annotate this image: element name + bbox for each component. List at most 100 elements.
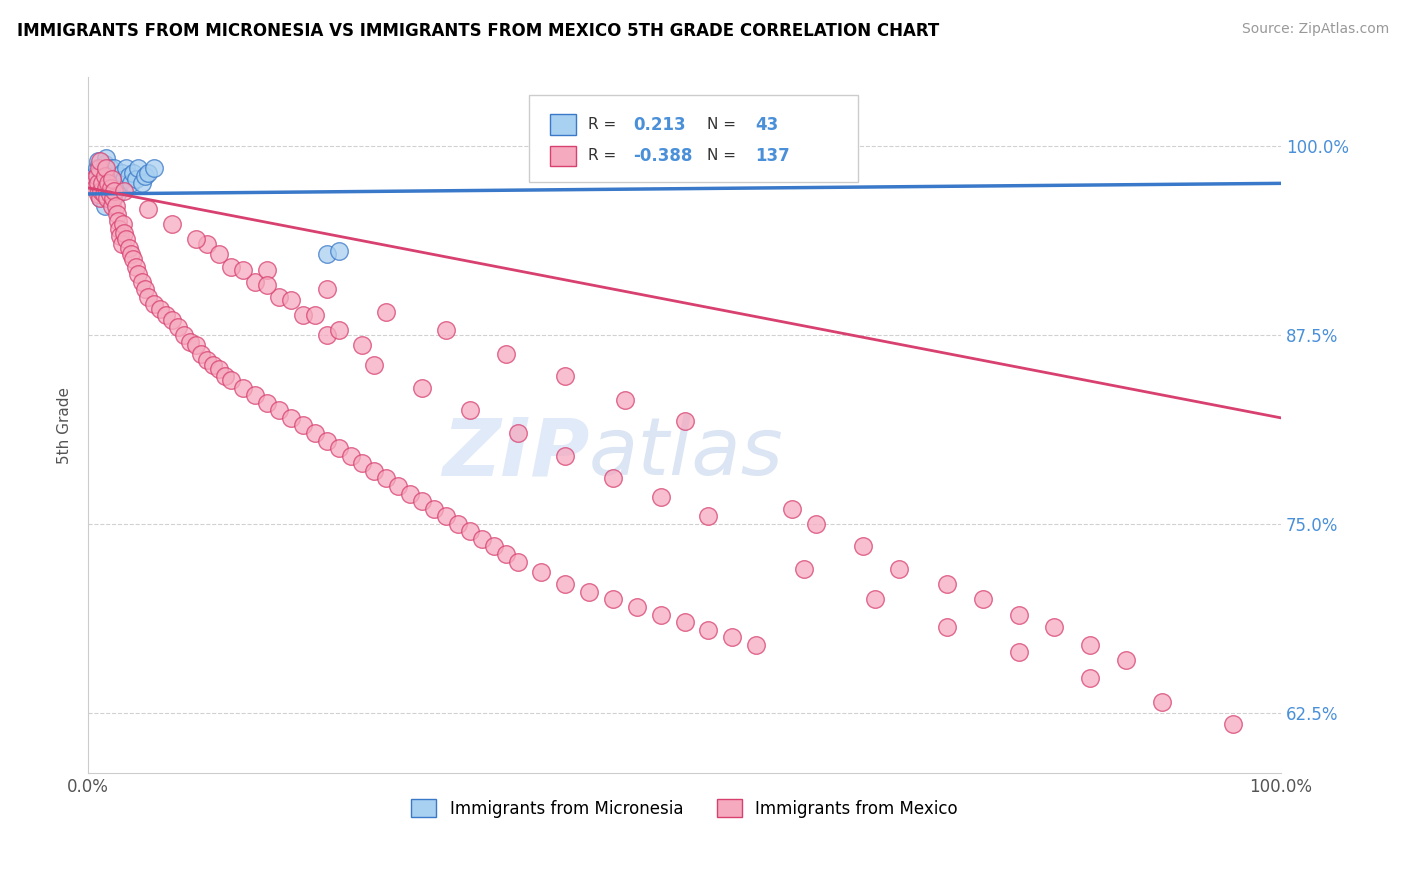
Point (865, 592, 887, 607)
Point (1222, 716, 1244, 731)
Point (232, 262, 254, 277)
Point (93, 177, 115, 191)
Point (328, 441, 350, 455)
Text: 0.213: 0.213 (633, 116, 686, 134)
Point (363, 464, 385, 478)
Point (328, 323, 350, 337)
Point (136, 166, 159, 180)
Point (94, 171, 117, 186)
Point (103, 184, 125, 198)
Point (110, 177, 132, 191)
Point (131, 275, 153, 289)
Point (86, 153, 108, 168)
Point (94, 157, 117, 171)
Point (626, 599, 648, 614)
Point (936, 620, 959, 634)
Point (90, 184, 112, 198)
Point (1078, 671, 1101, 685)
Point (375, 471, 398, 485)
Point (98, 161, 121, 176)
Point (94, 181, 117, 195)
Point (243, 388, 266, 402)
Point (103, 161, 125, 176)
Point (91, 177, 114, 191)
Point (83, 169, 105, 183)
Point (256, 262, 278, 277)
Point (122, 252, 145, 266)
Text: atlas: atlas (589, 414, 785, 492)
Point (291, 418, 314, 433)
Point (89, 192, 111, 206)
Point (179, 335, 201, 350)
Point (315, 434, 337, 448)
Point (115, 161, 138, 176)
Point (352, 338, 374, 352)
Point (280, 293, 302, 307)
Point (160, 217, 183, 231)
Point (112, 171, 135, 186)
Point (131, 177, 153, 191)
Point (84, 181, 107, 195)
Point (804, 516, 827, 531)
Point (482, 540, 505, 554)
Point (221, 373, 243, 387)
Text: N =: N = (707, 117, 737, 132)
Point (101, 199, 124, 213)
Point (673, 414, 696, 428)
Point (304, 308, 326, 322)
Point (613, 392, 636, 407)
Point (110, 236, 132, 251)
Point (280, 410, 302, 425)
Point (190, 347, 212, 361)
Point (112, 227, 135, 241)
Point (86, 177, 108, 191)
Point (458, 524, 481, 539)
Point (103, 192, 125, 206)
Point (111, 217, 134, 231)
Point (127, 161, 149, 176)
Point (142, 297, 165, 311)
Point (125, 171, 148, 186)
Point (94, 199, 117, 213)
Point (458, 403, 481, 417)
Point (96, 192, 118, 206)
Point (142, 161, 165, 176)
Point (136, 290, 159, 304)
Text: R =: R = (588, 117, 616, 132)
Point (90, 166, 112, 180)
Point (1150, 695, 1173, 709)
Bar (550, 114, 576, 136)
Point (101, 181, 124, 195)
Point (94, 161, 117, 176)
Point (434, 323, 457, 337)
Point (530, 565, 553, 579)
Point (243, 275, 266, 289)
Text: 43: 43 (755, 116, 778, 134)
Text: -0.388: -0.388 (633, 147, 693, 165)
Text: Source: ZipAtlas.com: Source: ZipAtlas.com (1241, 22, 1389, 37)
Point (173, 327, 195, 342)
Point (495, 347, 517, 361)
Text: N =: N = (707, 148, 737, 163)
Point (972, 592, 994, 607)
Point (793, 562, 815, 576)
Point (91, 184, 114, 198)
Point (602, 592, 624, 607)
Point (98, 186, 121, 201)
Point (155, 308, 177, 322)
Point (411, 494, 433, 508)
Point (423, 501, 446, 516)
Point (108, 221, 131, 235)
Text: IMMIGRANTS FROM MICRONESIA VS IMMIGRANTS FROM MEXICO 5TH GRADE CORRELATION CHART: IMMIGRANTS FROM MICRONESIA VS IMMIGRANTS… (17, 22, 939, 40)
Point (411, 381, 433, 395)
Point (375, 305, 398, 319)
Point (120, 247, 142, 261)
Point (101, 169, 124, 183)
Point (89, 186, 111, 201)
Point (86, 186, 108, 201)
Point (104, 199, 127, 213)
Point (650, 607, 672, 622)
Point (352, 456, 374, 470)
Point (89, 153, 111, 168)
Point (471, 532, 494, 546)
